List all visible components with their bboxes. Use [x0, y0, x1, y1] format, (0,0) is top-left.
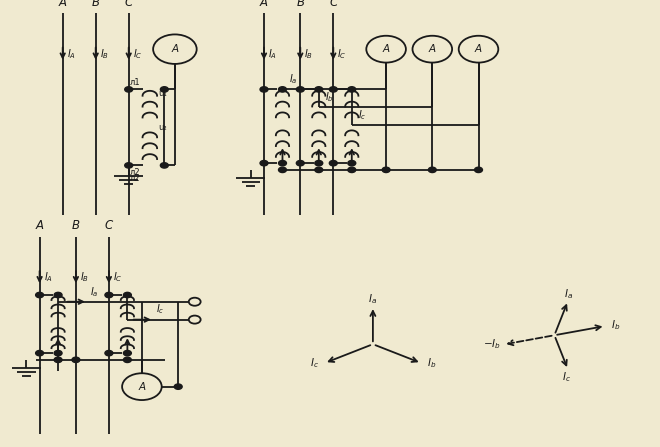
Circle shape — [348, 167, 356, 173]
Circle shape — [125, 163, 133, 168]
Circle shape — [279, 167, 286, 173]
Circle shape — [122, 373, 162, 400]
Circle shape — [54, 350, 62, 356]
Text: $I_{C}$: $I_{C}$ — [337, 47, 346, 60]
Circle shape — [153, 34, 197, 64]
Circle shape — [189, 316, 201, 324]
Circle shape — [366, 36, 406, 63]
Text: $I_{c}$: $I_{c}$ — [358, 108, 367, 122]
Text: л1: л1 — [130, 78, 141, 87]
Circle shape — [36, 292, 44, 298]
Text: $I_{b}$: $I_{b}$ — [611, 318, 620, 332]
Circle shape — [296, 160, 304, 166]
Circle shape — [279, 160, 286, 166]
Circle shape — [174, 384, 182, 389]
Text: $I_{C}$: $I_{C}$ — [133, 47, 142, 60]
Circle shape — [412, 36, 452, 63]
Text: $-I_{b}$: $-I_{b}$ — [482, 337, 500, 351]
Text: A: A — [429, 44, 436, 54]
Circle shape — [189, 298, 201, 306]
Circle shape — [260, 87, 268, 92]
Circle shape — [123, 292, 131, 298]
Text: A: A — [59, 0, 67, 9]
Text: C: C — [125, 0, 133, 9]
Text: A: A — [383, 44, 389, 54]
Circle shape — [475, 167, 482, 173]
Text: B: B — [72, 219, 80, 232]
Text: $I_{A}$: $I_{A}$ — [44, 270, 53, 284]
Text: $I_c$: $I_c$ — [156, 303, 164, 316]
Text: A: A — [260, 0, 268, 9]
Circle shape — [348, 87, 356, 92]
Text: C: C — [329, 0, 337, 9]
Circle shape — [315, 160, 323, 166]
Circle shape — [54, 292, 62, 298]
Text: u₁: u₁ — [158, 89, 167, 98]
Circle shape — [123, 357, 131, 363]
Text: u₂: u₂ — [158, 123, 167, 132]
Text: A: A — [475, 44, 482, 54]
Circle shape — [125, 87, 133, 92]
Text: $I_{A}$: $I_{A}$ — [67, 47, 76, 60]
Text: A: A — [139, 382, 145, 392]
Circle shape — [348, 160, 356, 166]
Text: $I_{c}$: $I_{c}$ — [562, 370, 571, 384]
Circle shape — [329, 160, 337, 166]
Text: $I_{b}$: $I_{b}$ — [325, 90, 334, 104]
Circle shape — [428, 167, 436, 173]
Text: A: A — [36, 219, 44, 232]
Text: $I_{a}$: $I_{a}$ — [289, 72, 298, 86]
Text: C: C — [105, 219, 113, 232]
Circle shape — [329, 87, 337, 92]
Text: A: A — [172, 44, 178, 54]
Circle shape — [260, 160, 268, 166]
Text: $I_{B}$: $I_{B}$ — [304, 47, 313, 60]
Circle shape — [105, 350, 113, 356]
Text: $I_b$: $I_b$ — [427, 356, 436, 370]
Circle shape — [72, 357, 80, 363]
Circle shape — [382, 167, 390, 173]
Text: $I_c$: $I_c$ — [310, 356, 319, 370]
Text: $I_{C}$: $I_{C}$ — [113, 270, 122, 284]
Text: $I_a$: $I_a$ — [90, 285, 98, 299]
Circle shape — [315, 167, 323, 173]
Text: $I_{B}$: $I_{B}$ — [80, 270, 89, 284]
Circle shape — [160, 87, 168, 92]
Circle shape — [123, 350, 131, 356]
Text: $I_{B}$: $I_{B}$ — [100, 47, 109, 60]
Text: л2: л2 — [130, 168, 141, 177]
Circle shape — [459, 36, 498, 63]
Circle shape — [105, 292, 113, 298]
Text: $I_a$: $I_a$ — [368, 292, 378, 306]
Circle shape — [279, 87, 286, 92]
Text: B: B — [296, 0, 304, 9]
Circle shape — [54, 357, 62, 363]
Circle shape — [36, 350, 44, 356]
Circle shape — [296, 87, 304, 92]
Circle shape — [160, 163, 168, 168]
Text: л2: л2 — [130, 174, 141, 183]
Text: $I_{A}$: $I_{A}$ — [268, 47, 277, 60]
Text: B: B — [92, 0, 100, 9]
Circle shape — [315, 87, 323, 92]
Text: $I_{a}$: $I_{a}$ — [564, 287, 573, 301]
